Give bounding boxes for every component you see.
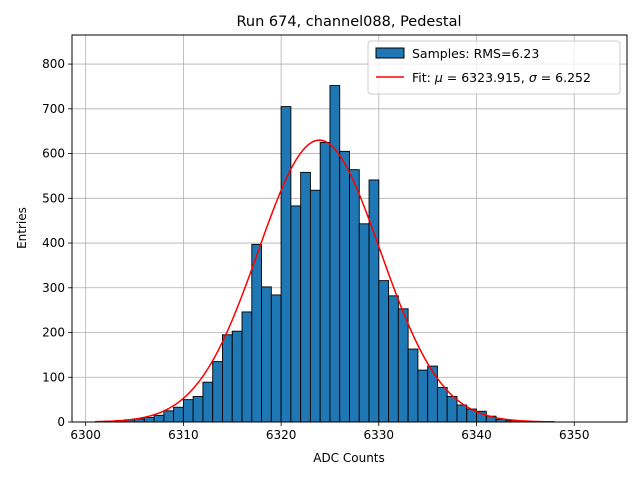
histogram-bar xyxy=(378,280,390,423)
histogram-bar xyxy=(339,150,350,423)
gaussian-fit-curve xyxy=(95,139,555,423)
histogram-bar xyxy=(368,179,380,423)
histogram-bar xyxy=(446,396,458,423)
x-axis-ticks: 6300 6310 6320 6330 6340 6350 xyxy=(70,422,590,442)
histogram-bar xyxy=(280,106,292,423)
histogram-bar xyxy=(231,330,243,423)
histogram-bar xyxy=(192,396,204,423)
histogram-bar xyxy=(202,381,214,423)
histogram-bar xyxy=(456,404,468,423)
histogram-bar xyxy=(251,243,263,423)
chart-title: Run 674, channel088, Pedestal xyxy=(236,14,461,30)
y-tick-label: 600 xyxy=(42,147,65,161)
histogram-bar xyxy=(309,189,321,423)
legend-fit-label: Fit: μ = 6323.915, σ = 6.252 xyxy=(412,70,591,85)
histogram-bar xyxy=(329,85,341,423)
histogram-bar xyxy=(182,399,194,423)
y-tick-label: 500 xyxy=(42,191,65,205)
histogram-bar xyxy=(319,141,331,423)
y-tick-label: 700 xyxy=(42,102,65,116)
histogram-bar xyxy=(212,361,223,423)
histogram-bar xyxy=(173,406,184,423)
histogram-bar xyxy=(241,311,253,423)
histogram-bar xyxy=(300,171,311,423)
y-tick-label: 0 xyxy=(57,415,65,429)
histogram-bar xyxy=(143,417,155,423)
histogram-bar xyxy=(436,387,448,423)
legend-histogram-swatch xyxy=(375,47,405,59)
legend-box xyxy=(367,40,621,95)
x-tick-label: 6340 xyxy=(461,428,492,442)
plot-frame xyxy=(71,34,628,423)
legend-histogram-label: Samples: RMS=6.23 xyxy=(412,46,539,61)
histogram-bar xyxy=(153,414,165,423)
histogram-bar xyxy=(222,334,233,423)
histogram-bar xyxy=(163,410,175,423)
x-tick-label: 6350 xyxy=(559,428,590,442)
legend: Samples: RMS=6.23 Fit: μ = 6323.915, σ =… xyxy=(367,40,621,95)
y-axis-label: Entries xyxy=(15,207,29,249)
histogram-bar xyxy=(427,365,438,423)
x-tick-label: 6300 xyxy=(70,428,101,442)
y-tick-label: 300 xyxy=(42,281,65,295)
histogram-bar xyxy=(270,294,282,423)
histogram-bar xyxy=(388,295,399,423)
histogram-bar xyxy=(261,286,272,423)
y-tick-label: 200 xyxy=(42,326,65,340)
x-tick-label: 6320 xyxy=(266,428,297,442)
histogram-bars xyxy=(95,85,536,423)
y-tick-label: 800 xyxy=(42,57,65,71)
x-tick-label: 6330 xyxy=(364,428,395,442)
histogram-bar xyxy=(290,205,302,423)
histogram-bar xyxy=(358,223,370,423)
x-tick-label: 6310 xyxy=(168,428,199,442)
x-axis-label: ADC Counts xyxy=(313,451,385,465)
histogram-bar xyxy=(407,348,419,423)
histogram-bar xyxy=(397,308,409,423)
histogram-bar xyxy=(349,169,360,423)
y-tick-label: 100 xyxy=(42,370,65,384)
histogram-bar xyxy=(417,369,429,423)
y-axis-ticks: 0 100 200 300 400 500 600 700 800 xyxy=(42,57,72,429)
y-tick-label: 400 xyxy=(42,236,65,250)
